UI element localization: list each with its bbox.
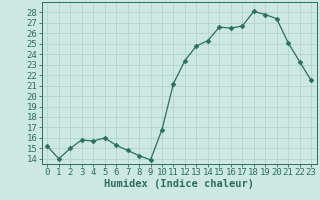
- X-axis label: Humidex (Indice chaleur): Humidex (Indice chaleur): [104, 179, 254, 189]
